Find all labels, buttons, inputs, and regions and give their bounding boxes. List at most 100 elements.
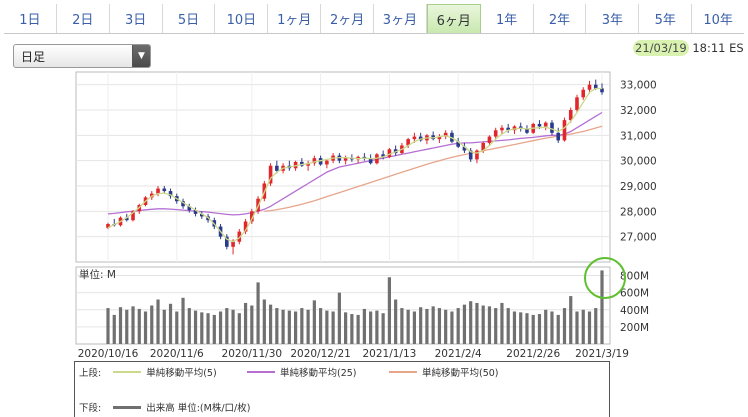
tab-5[interactable]: 1ヶ月 bbox=[268, 4, 322, 33]
volume-bar bbox=[594, 308, 598, 344]
price-tick-label: 30,000 bbox=[620, 156, 657, 168]
legend-ma50: 単純移動平均(50) bbox=[422, 368, 499, 379]
price-tick-label: 31,000 bbox=[620, 130, 657, 142]
volume-bar bbox=[406, 309, 410, 344]
volume-bar bbox=[531, 314, 535, 344]
annotation-circle bbox=[584, 257, 626, 299]
price-panel bbox=[75, 71, 611, 263]
candle-body bbox=[312, 158, 317, 164]
volume-bar bbox=[131, 306, 135, 344]
legend-volume: 出来高 単位:(M株/口/枚) bbox=[146, 403, 251, 414]
candle-body bbox=[593, 84, 598, 89]
candle-body bbox=[493, 130, 498, 137]
volume-tick-label: 200M bbox=[620, 322, 649, 334]
tab-0[interactable]: 1日 bbox=[4, 4, 57, 33]
price-tick-label: 33,000 bbox=[620, 80, 657, 92]
tab-13[interactable]: 10年 bbox=[703, 13, 733, 28]
volume-bar bbox=[150, 305, 154, 344]
volume-bar bbox=[487, 306, 492, 344]
volume-bar bbox=[456, 308, 460, 344]
volume-bar bbox=[494, 308, 498, 344]
candle-body bbox=[387, 149, 392, 157]
tab-3[interactable]: 5日 bbox=[163, 4, 216, 33]
chart-legend: 上段: 単純移動平均(5) 単純移動平均(25) 単純移動平均(50) 下段: … bbox=[74, 361, 610, 417]
candle-body bbox=[562, 120, 567, 141]
candle-body bbox=[343, 158, 348, 161]
candle-body bbox=[187, 206, 192, 211]
volume-bar bbox=[356, 314, 360, 344]
candle-body bbox=[381, 154, 385, 157]
volume-bar bbox=[137, 308, 141, 344]
candle-body bbox=[462, 146, 467, 151]
volume-bar bbox=[425, 308, 429, 344]
legend-volume-swatch bbox=[113, 405, 142, 409]
volume-bar bbox=[218, 311, 223, 344]
candle-body bbox=[325, 160, 329, 165]
ma50-line bbox=[264, 125, 603, 212]
volume-bar bbox=[225, 308, 229, 344]
price-tick-label: 29,000 bbox=[620, 181, 657, 193]
volume-bar bbox=[243, 302, 248, 344]
candle-body bbox=[431, 135, 435, 140]
volume-bar bbox=[200, 312, 204, 344]
candle-body bbox=[550, 122, 554, 133]
volume-bar bbox=[481, 305, 485, 344]
candle-body bbox=[487, 136, 492, 143]
tab-11[interactable]: 3年 bbox=[586, 4, 640, 33]
volume-bar bbox=[125, 309, 129, 344]
volume-bar bbox=[375, 310, 379, 344]
candle-body bbox=[568, 110, 573, 121]
volume-unit-label: 単位: M bbox=[79, 268, 116, 281]
volume-bar bbox=[106, 308, 110, 344]
period-select-value: 日足 bbox=[21, 49, 46, 64]
candle-body bbox=[500, 127, 504, 131]
volume-bar bbox=[231, 309, 235, 344]
volume-bar bbox=[268, 304, 273, 344]
volume-bar bbox=[262, 299, 266, 344]
candle-body bbox=[556, 132, 561, 141]
tab-7[interactable]: 3ヶ月 bbox=[374, 4, 427, 33]
volume-bar bbox=[450, 311, 454, 344]
period-select[interactable]: 日足 ▼ bbox=[13, 44, 151, 68]
volume-bar bbox=[175, 311, 179, 344]
volume-bar bbox=[394, 299, 398, 344]
volume-bar bbox=[162, 309, 166, 344]
tab-8[interactable]: 6ヶ月 bbox=[426, 4, 481, 33]
volume-bar bbox=[319, 308, 323, 344]
volume-bar bbox=[143, 311, 148, 344]
tab-2[interactable]: 3日 bbox=[110, 4, 163, 33]
volume-panel bbox=[75, 266, 611, 345]
volume-bar bbox=[287, 310, 291, 344]
date-tick-label: 2021/2/4 bbox=[435, 348, 482, 360]
candle-body bbox=[199, 213, 204, 217]
volume-bar bbox=[475, 302, 479, 344]
tab-6[interactable]: 2ヶ月 bbox=[321, 4, 375, 33]
volume-tick-label: 600M bbox=[620, 288, 649, 300]
volume-bar bbox=[337, 292, 341, 344]
tab-12[interactable]: 5年 bbox=[639, 4, 693, 33]
volume-bar bbox=[369, 311, 373, 344]
candle-body bbox=[587, 84, 592, 90]
tab-4[interactable]: 10日 bbox=[215, 4, 269, 33]
volume-bar bbox=[212, 314, 216, 344]
timestamp-date: 21/03/19 bbox=[633, 40, 689, 56]
legend-ma5: 単純移動平均(5) bbox=[146, 368, 217, 379]
candle-body bbox=[456, 141, 460, 147]
tab-1[interactable]: 2日 bbox=[57, 4, 110, 33]
volume-bar bbox=[537, 314, 542, 344]
candle-body bbox=[368, 158, 373, 164]
volume-bar bbox=[412, 311, 417, 344]
candle-body bbox=[131, 211, 135, 221]
candle-body bbox=[375, 154, 379, 164]
tab-10[interactable]: 2年 bbox=[534, 4, 587, 33]
last-update-timestamp: 21/03/19 18:11 ES bbox=[633, 40, 744, 56]
volume-bar bbox=[500, 302, 504, 344]
ma5-line bbox=[107, 87, 602, 243]
legend-ma25-swatch bbox=[247, 371, 275, 373]
legend-lower-label: 下段: bbox=[79, 403, 102, 414]
tab-9[interactable]: 1年 bbox=[481, 4, 534, 33]
date-tick-label: 2020/12/21 bbox=[290, 348, 351, 360]
volume-tick-label: 400M bbox=[620, 305, 649, 317]
date-tick-label: 2021/1/13 bbox=[362, 348, 416, 360]
